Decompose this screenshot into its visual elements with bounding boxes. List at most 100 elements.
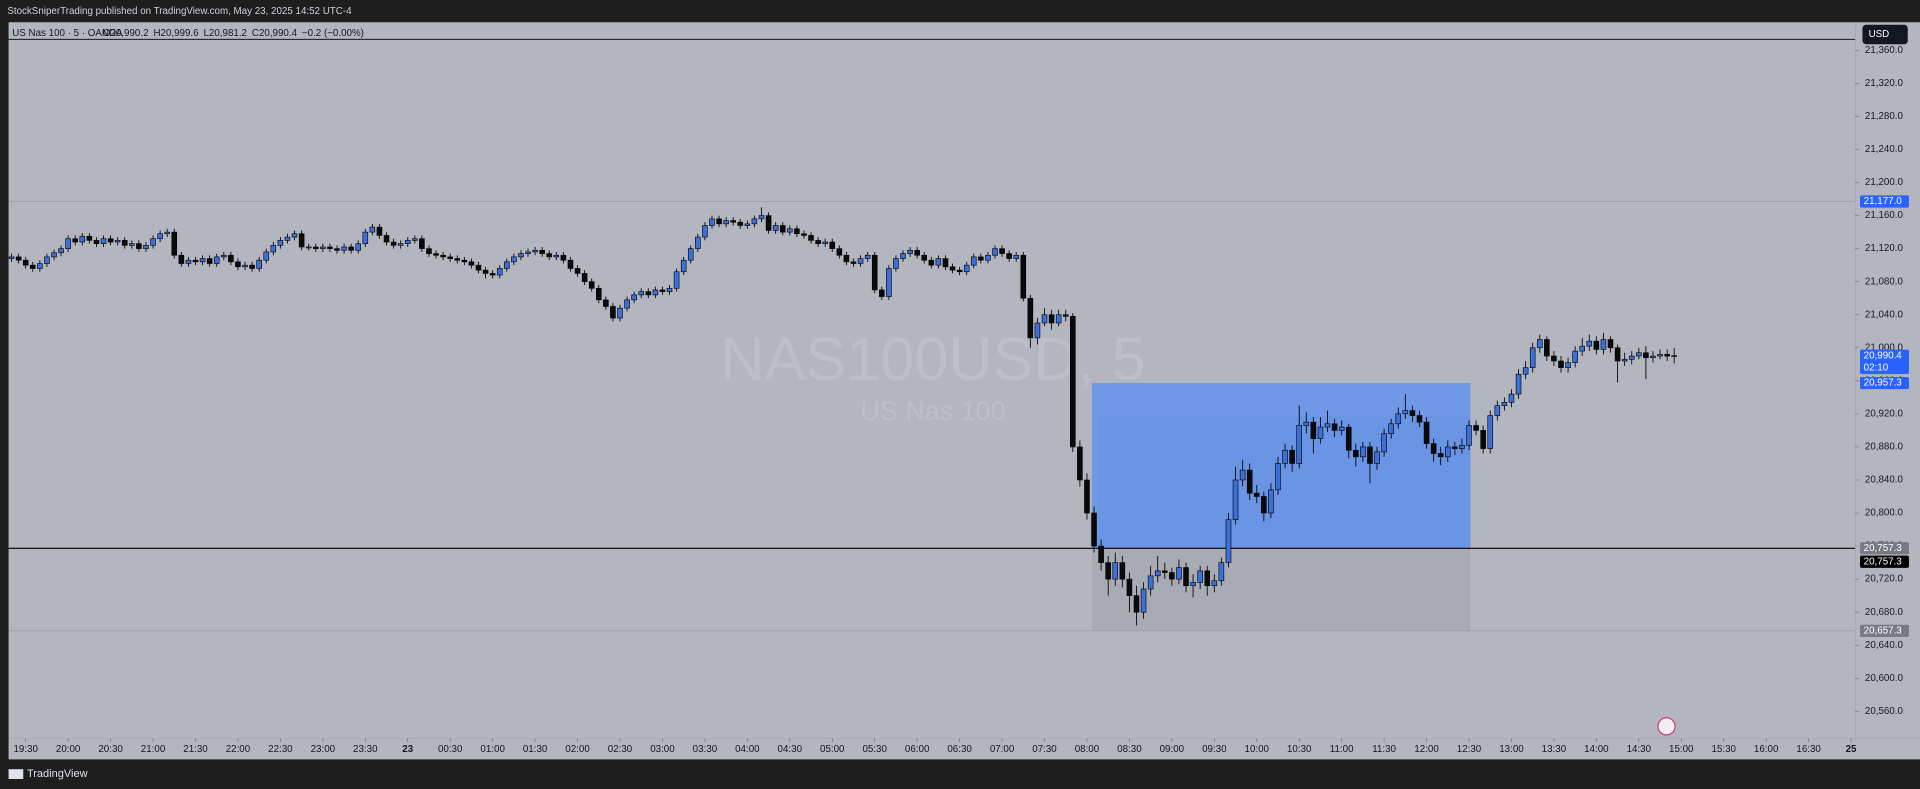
- candle-body: [1169, 572, 1175, 580]
- candle-body: [659, 289, 666, 292]
- currency-label[interactable]: USD: [1869, 29, 1890, 40]
- candle-body: [673, 271, 680, 289]
- candle-body: [666, 287, 673, 292]
- candle-body: [1607, 339, 1614, 349]
- candle-body: [1275, 463, 1281, 491]
- y-tick-label: 21,200.0: [1865, 177, 1904, 188]
- candle-body: [171, 231, 178, 256]
- candle-body: [397, 243, 404, 246]
- candle-body: [1409, 410, 1416, 416]
- candle-body: [1536, 339, 1543, 349]
- candle-body: [157, 233, 163, 240]
- x-tick-label: 08:30: [1117, 744, 1142, 755]
- x-tick-label: 23:30: [353, 744, 378, 755]
- candle-body: [107, 238, 114, 243]
- candle-body: [1197, 570, 1203, 583]
- candle-body: [801, 233, 807, 236]
- candle-body: [305, 246, 312, 249]
- candle-body: [978, 256, 984, 261]
- candle-body: [263, 251, 270, 261]
- candle-body: [1437, 453, 1444, 458]
- plot-background: [8, 22, 1856, 739]
- candle-body: [1650, 355, 1656, 359]
- x-tick-label: 21:00: [141, 744, 166, 755]
- candle-body: [1636, 352, 1642, 357]
- candle-body: [751, 218, 758, 225]
- candle-body: [1374, 451, 1380, 464]
- x-tick-label: 01:00: [480, 744, 505, 755]
- candle-body: [419, 238, 425, 249]
- candle-body: [298, 233, 305, 248]
- candle-body: [574, 268, 581, 274]
- x-tick-label: 11:30: [1372, 744, 1396, 755]
- candle-body: [772, 225, 779, 231]
- x-tick-label: 03:30: [693, 744, 718, 755]
- candle-body: [1105, 562, 1111, 580]
- candle-body: [496, 268, 503, 276]
- candle-body: [1529, 347, 1536, 368]
- candle-body: [369, 226, 376, 233]
- y-tick-label: 21,080.0: [1865, 276, 1904, 287]
- candle-body: [412, 238, 418, 241]
- candle-body: [1367, 446, 1373, 464]
- candle-body: [1445, 446, 1451, 458]
- currency-button[interactable]: [1862, 24, 1908, 45]
- price-label: 20,757.3: [1864, 543, 1903, 554]
- candle-body: [58, 248, 64, 254]
- candle-body: [1452, 446, 1458, 449]
- candle-body: [935, 258, 942, 266]
- candle-body: [878, 289, 885, 297]
- legend-change: −0.2 (−0.00%): [302, 28, 364, 39]
- y-tick-label: 21,240.0: [1865, 144, 1904, 155]
- candle-body: [914, 249, 920, 256]
- candle-body: [992, 248, 998, 256]
- candle-body: [1381, 433, 1387, 453]
- candle-body: [1147, 575, 1154, 590]
- x-tick-label: 01:30: [523, 744, 548, 755]
- candle-body: [341, 246, 347, 251]
- candle-body: [29, 264, 36, 269]
- x-tick-label: 05:30: [862, 744, 887, 755]
- candle-body: [1077, 446, 1083, 481]
- candle-body: [1515, 373, 1522, 395]
- candle-body: [511, 256, 517, 263]
- candle-body: [970, 256, 977, 266]
- candle-body: [334, 248, 340, 251]
- x-tick-label: 20:00: [56, 744, 81, 755]
- candle-body: [645, 291, 652, 296]
- y-tick-label: 21,160.0: [1865, 210, 1904, 221]
- candle-body: [1289, 449, 1295, 464]
- y-tick-label: 20,880.0: [1865, 442, 1904, 453]
- x-tick-label: 04:00: [735, 744, 760, 755]
- candle-body: [114, 240, 121, 243]
- candle-body: [836, 248, 843, 256]
- candle-body: [624, 299, 630, 309]
- candle-body: [610, 306, 616, 319]
- candle-body: [687, 248, 694, 261]
- candle-body: [1345, 426, 1352, 451]
- candle-body: [921, 254, 928, 261]
- candle-body: [1395, 413, 1402, 425]
- status-icon[interactable]: [1657, 717, 1676, 736]
- candle-body: [1331, 423, 1338, 431]
- candle-body: [1268, 489, 1274, 514]
- candle-body: [744, 223, 751, 226]
- x-tick-label: 22:00: [226, 744, 251, 755]
- candle-body: [468, 261, 475, 266]
- candle-body: [178, 254, 185, 264]
- candle-body: [185, 259, 192, 264]
- candle-body: [1246, 469, 1253, 494]
- price-label-box: [1860, 542, 1909, 555]
- y-tick-label: 20,840.0: [1865, 475, 1904, 486]
- y-tick-label: 21,320.0: [1865, 78, 1904, 89]
- candle-body: [8, 256, 15, 259]
- candle-body: [956, 269, 963, 273]
- candle-body: [199, 258, 206, 263]
- candle-body: [1600, 339, 1607, 350]
- candle-body: [1586, 340, 1593, 347]
- candle-body: [758, 215, 765, 220]
- candle-body: [206, 258, 213, 264]
- candle-body: [1162, 570, 1168, 573]
